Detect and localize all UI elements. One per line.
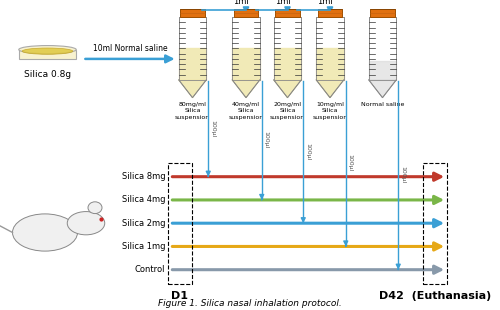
Text: 1ml: 1ml: [317, 0, 333, 6]
Text: Silica 0.8g: Silica 0.8g: [24, 70, 71, 79]
Text: 80mg/ml
Silica
suspension: 80mg/ml Silica suspension: [175, 102, 210, 120]
Bar: [370, 9, 394, 17]
Polygon shape: [179, 80, 206, 98]
Bar: [274, 17, 301, 80]
Bar: [179, 17, 206, 80]
Polygon shape: [179, 48, 206, 80]
Bar: [316, 17, 344, 80]
Polygon shape: [369, 80, 396, 98]
Text: Control: Control: [135, 265, 166, 274]
Text: 100µl: 100µl: [348, 154, 353, 172]
Ellipse shape: [12, 214, 78, 251]
Bar: [274, 17, 301, 80]
Text: Silica 8mg: Silica 8mg: [122, 172, 166, 181]
Polygon shape: [316, 48, 344, 80]
Text: 100µl: 100µl: [264, 131, 269, 148]
Text: Silica 1mg: Silica 1mg: [122, 242, 166, 251]
Ellipse shape: [67, 211, 105, 235]
Polygon shape: [232, 80, 260, 98]
Polygon shape: [369, 80, 396, 98]
Ellipse shape: [19, 46, 76, 54]
Text: 100µl: 100µl: [400, 166, 405, 184]
Polygon shape: [369, 61, 396, 80]
Polygon shape: [232, 48, 260, 80]
Bar: [234, 9, 258, 17]
Bar: [423, 163, 447, 284]
Text: Normal saline: Normal saline: [361, 102, 404, 107]
Ellipse shape: [88, 202, 102, 214]
Text: 1ml: 1ml: [274, 0, 290, 6]
Text: D1: D1: [172, 291, 188, 301]
Bar: [232, 17, 260, 80]
Bar: [232, 17, 260, 80]
Polygon shape: [274, 80, 301, 98]
Bar: [179, 17, 206, 80]
Text: Silica 4mg: Silica 4mg: [122, 195, 166, 205]
Text: 20mg/ml
Silica
suspension: 20mg/ml Silica suspension: [270, 102, 305, 120]
Polygon shape: [179, 80, 206, 98]
Bar: [276, 9, 299, 17]
Bar: [316, 17, 344, 80]
Text: 40mg/ml
Silica
suspension: 40mg/ml Silica suspension: [228, 102, 264, 120]
Polygon shape: [274, 80, 301, 98]
Ellipse shape: [22, 48, 73, 54]
Text: 10mg/ml
Silica
suspension: 10mg/ml Silica suspension: [312, 102, 348, 120]
Text: 1ml: 1ml: [233, 0, 249, 6]
Text: Figure 1. Silica nasal inhalation protocol.: Figure 1. Silica nasal inhalation protoc…: [158, 299, 342, 308]
Polygon shape: [316, 80, 344, 98]
Text: 100µl: 100µl: [210, 120, 216, 137]
Bar: [168, 163, 192, 284]
Text: 10ml Normal saline: 10ml Normal saline: [92, 44, 168, 53]
Bar: [369, 17, 396, 80]
Bar: [369, 17, 396, 80]
Text: 100µl: 100µl: [305, 143, 310, 160]
Polygon shape: [274, 48, 301, 80]
Bar: [180, 9, 204, 17]
Polygon shape: [316, 80, 344, 98]
Polygon shape: [232, 80, 260, 98]
Bar: [19, 50, 76, 59]
Text: Silica 2mg: Silica 2mg: [122, 219, 166, 228]
Bar: [318, 9, 342, 17]
Text: D42  (Euthanasia): D42 (Euthanasia): [379, 291, 491, 301]
